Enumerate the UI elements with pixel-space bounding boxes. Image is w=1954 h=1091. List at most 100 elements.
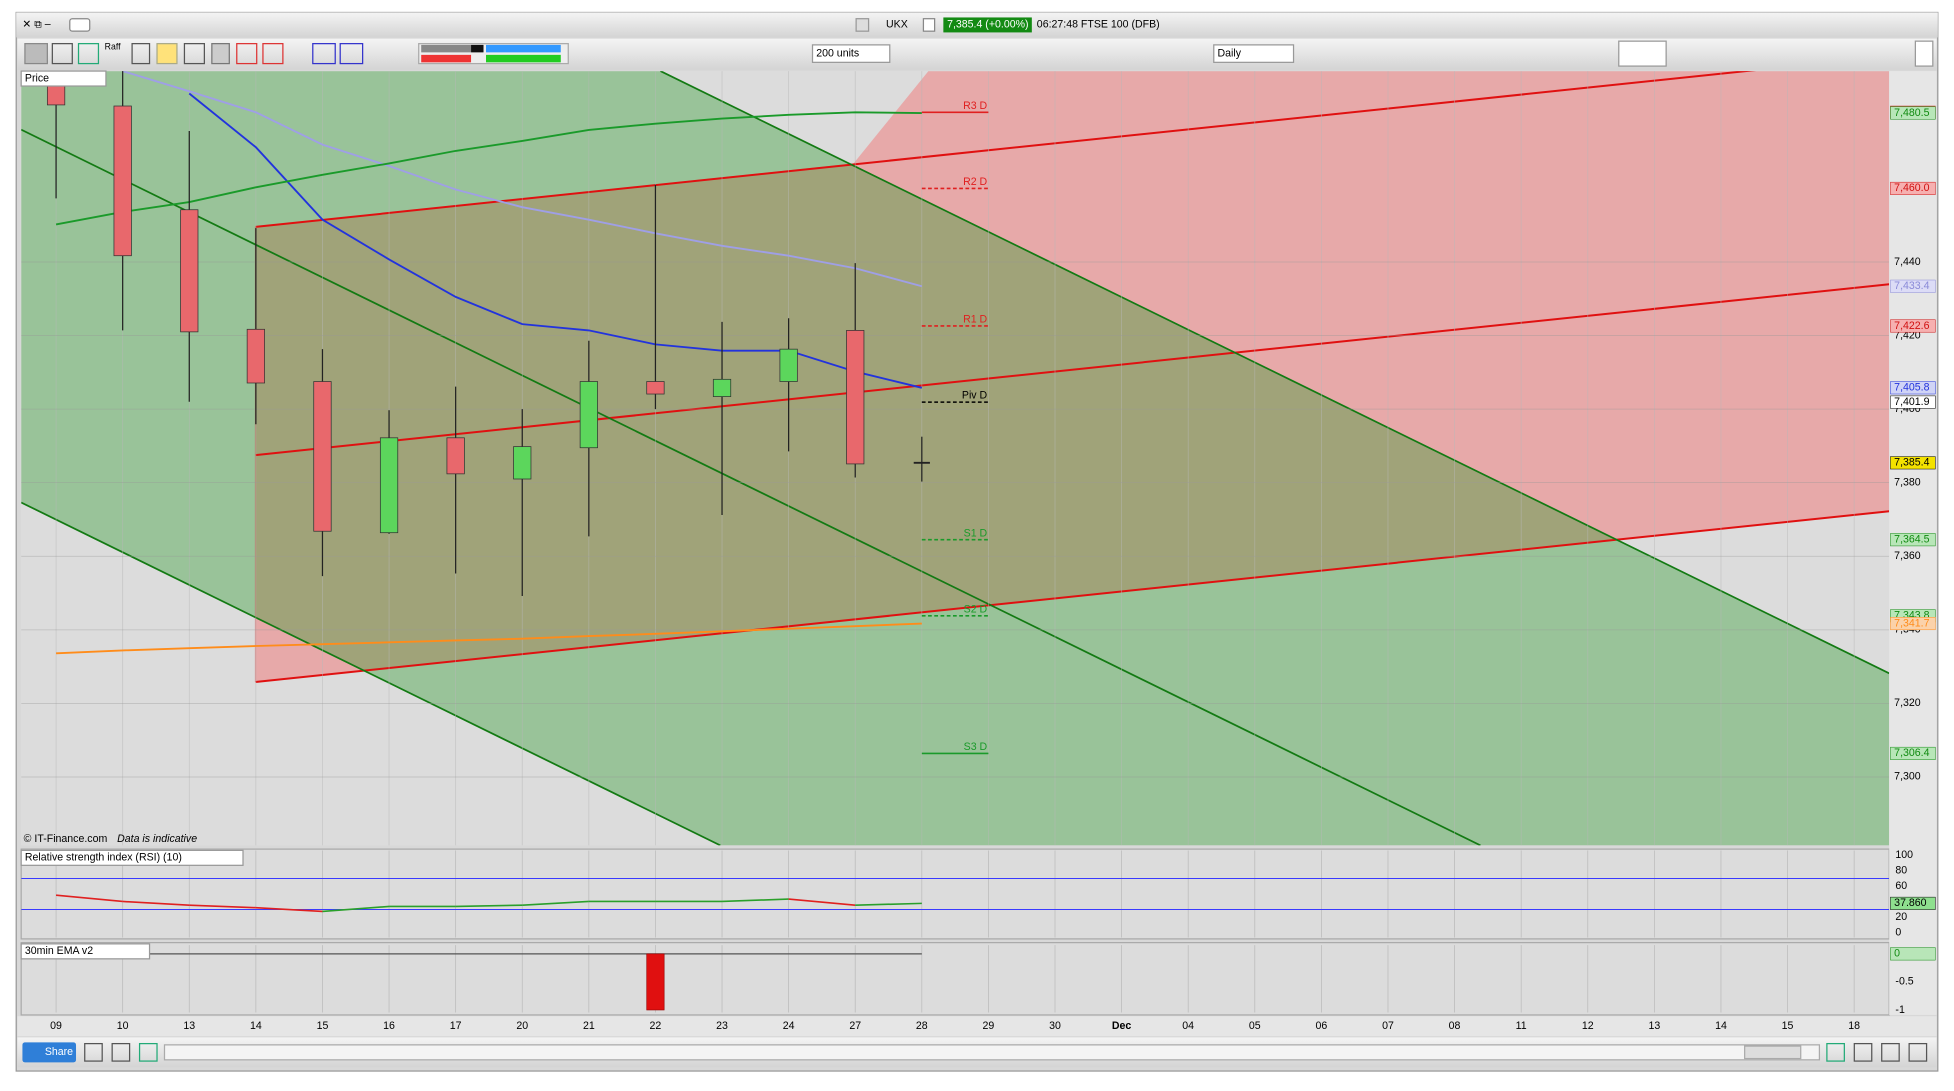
candle-body	[846, 330, 865, 465]
alert-tool[interactable]	[156, 43, 178, 65]
pivot-label: R2 D	[963, 176, 987, 188]
x-tick-label: 16	[383, 1020, 395, 1032]
axis-marker-label: 7,341.7	[1894, 617, 1929, 629]
axis-marker	[1890, 746, 1936, 760]
axis-marker-label: 7,422.6	[1894, 320, 1929, 332]
fib-tool[interactable]	[262, 43, 284, 65]
candle-body	[446, 437, 465, 475]
toolbar-tools	[24, 43, 569, 65]
rsi-line	[322, 905, 390, 913]
y-tick-label: 7,320	[1894, 697, 1921, 709]
disclaimer: Data is indicative	[117, 833, 197, 845]
axis-marker	[1890, 617, 1936, 631]
axis-marker-label: 7,385.4	[1894, 457, 1929, 469]
ema-title-box	[20, 943, 151, 960]
candle-body	[646, 381, 665, 395]
price-plot: R3 D R2 D R1 D Piv D S1 D S2 D S3 D	[21, 71, 1890, 846]
rsi-line	[455, 904, 523, 908]
x-tick-label: 13	[183, 1020, 195, 1032]
moving-average	[122, 71, 923, 288]
x-tick-label: 07	[1382, 1020, 1394, 1032]
y-tick-label: -1	[1895, 1004, 1905, 1016]
pivot-label: R1 D	[963, 314, 987, 326]
rect-tool[interactable]	[312, 43, 336, 65]
axis-marker-label: 7,405.8	[1894, 382, 1929, 394]
x-tick-label: 18	[1848, 1020, 1860, 1032]
quote-box	[943, 17, 1032, 33]
price-title-box	[20, 70, 107, 87]
zoom-button[interactable]	[1908, 1042, 1928, 1062]
axis-marker-label: 7,480.5	[1894, 107, 1929, 119]
pivot-label: S1 D	[964, 527, 988, 539]
candle-body	[313, 381, 332, 532]
units: 200 units	[816, 47, 859, 59]
chart-type-button[interactable]	[1618, 40, 1667, 67]
channel-tool[interactable]	[236, 43, 258, 65]
interval: Daily	[1218, 47, 1242, 59]
bar	[646, 953, 665, 1011]
candle-body	[779, 348, 798, 382]
zoom-button[interactable]	[1826, 1042, 1845, 1062]
y-tick-label: 100	[1895, 849, 1913, 861]
quote: 7,385.4 (+0.00%)	[947, 19, 1028, 31]
x-tick-label: Dec	[1112, 1020, 1132, 1032]
zoom-button[interactable]	[1881, 1042, 1900, 1062]
pivot-label: R3 D	[963, 100, 987, 112]
y-tick-label: 7,380	[1894, 476, 1921, 488]
share-label[interactable]: Share	[45, 1046, 73, 1058]
menu-button[interactable]	[69, 18, 91, 32]
axis-marker	[1890, 381, 1936, 395]
tool-button[interactable]	[138, 1042, 158, 1062]
axis-marker	[1890, 395, 1936, 409]
units-dropdown[interactable]	[811, 44, 891, 63]
rsi-line	[56, 894, 123, 903]
info-icon[interactable]	[922, 18, 936, 32]
candle-body	[246, 328, 265, 384]
pivot-label: Piv D	[962, 390, 988, 402]
window-controls[interactable]: ✕ ⧉ –	[22, 19, 50, 31]
x-tick-label: 04	[1182, 1020, 1194, 1032]
axis-marker	[1890, 896, 1936, 910]
candle-body	[712, 378, 732, 397]
y-tick-label: 60	[1895, 880, 1907, 892]
red-channel-fill	[255, 71, 1890, 683]
ema-plot	[55, 945, 1855, 1013]
axis-marker	[1890, 319, 1936, 333]
pointer-tool[interactable]	[24, 43, 48, 65]
zoom-button[interactable]	[1853, 1042, 1873, 1062]
delete-tool[interactable]	[211, 43, 230, 65]
rsi-title-box	[20, 849, 244, 866]
red-channel-top	[255, 71, 1756, 228]
x-tick-label: 17	[450, 1020, 462, 1032]
rsi-line	[522, 900, 589, 907]
moving-average	[188, 92, 923, 389]
trend-tool[interactable]	[77, 43, 100, 65]
zoom-tool[interactable]	[51, 43, 73, 65]
rsi-line	[255, 906, 323, 913]
interval-dropdown[interactable]	[1213, 44, 1295, 63]
y-tick-label: 20	[1895, 911, 1907, 923]
candle-body	[180, 209, 199, 333]
scroll-thumb[interactable]	[1744, 1045, 1802, 1060]
x-tick-label: 11	[1516, 1020, 1527, 1032]
x-tick-label: 10	[117, 1020, 129, 1032]
tool-button[interactable]	[111, 1042, 131, 1062]
x-tick-label: 27	[849, 1020, 861, 1032]
price-title: Price	[25, 72, 49, 84]
toolbar-label: Raff	[105, 42, 121, 52]
tool-button[interactable]	[84, 1042, 103, 1062]
y-tick-label: 7,440	[1894, 256, 1921, 268]
share-button[interactable]	[22, 1042, 77, 1063]
ellipse-tool[interactable]	[339, 43, 364, 65]
text-tool[interactable]	[131, 43, 151, 65]
scrollbar[interactable]	[163, 1044, 1821, 1061]
drawings	[21, 71, 1890, 846]
x-tick-label: 21	[583, 1020, 595, 1032]
y-tick-label: 0	[1895, 926, 1901, 938]
toolbar	[17, 38, 1937, 70]
x-tick-label: 20	[516, 1020, 528, 1032]
refresh-button[interactable]	[1914, 40, 1934, 67]
settings-tool[interactable]	[183, 43, 205, 65]
y-tick-label: 80	[1895, 865, 1907, 877]
